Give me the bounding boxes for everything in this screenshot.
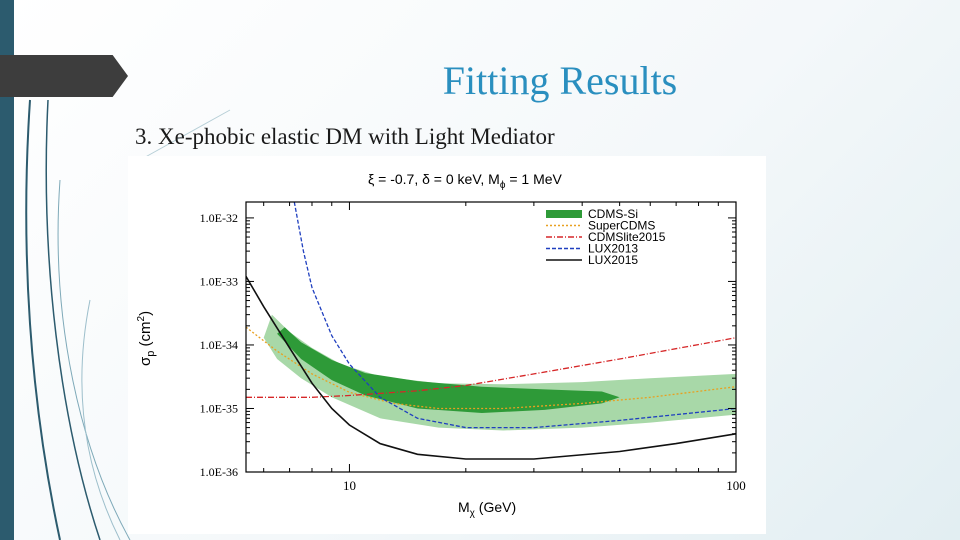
series-supercdms bbox=[246, 326, 736, 410]
y-tick-label: 1.0E-34 bbox=[200, 338, 238, 352]
slide-subtitle: 3. Xe-phobic elastic DM with Light Media… bbox=[135, 124, 555, 149]
legend-label: CDMS-Si bbox=[588, 207, 638, 221]
chart-legend: CDMS-SiSuperCDMSCDMSlite2015LUX2013LUX20… bbox=[546, 207, 666, 267]
x-tick-label: 100 bbox=[726, 478, 746, 493]
band-cdms-si-inner bbox=[277, 327, 620, 413]
plot-frame bbox=[245, 201, 737, 473]
decorative-lines bbox=[25, 99, 231, 540]
bands-layer bbox=[263, 314, 736, 431]
legend-label: LUX2015 bbox=[588, 253, 638, 267]
y-tick-label: 1.0E-35 bbox=[200, 401, 238, 415]
ticks-layer: 1.0E-32 1.0E-33 1.0E-34 1.0E-35 1.0E-36 10 100 bbox=[200, 202, 746, 493]
y-tick-label: 1.0E-32 bbox=[200, 211, 238, 225]
title-tab-decoration bbox=[0, 55, 128, 97]
y-axis-label: σp (cm2) bbox=[136, 311, 157, 366]
left-accent-strip bbox=[0, 0, 14, 540]
chart-figure: 1.0E-32 1.0E-33 1.0E-34 1.0E-35 1.0E-36 10 100… bbox=[128, 156, 766, 534]
band-cdms-si-outer bbox=[263, 314, 736, 431]
y-tick-label: 1.0E-33 bbox=[200, 274, 238, 288]
chart-svg: 1.0E-32 1.0E-33 1.0E-34 1.0E-35 1.0E-36 10 100… bbox=[136, 171, 746, 519]
x-axis-label: Mχ (GeV) bbox=[458, 499, 516, 519]
chart-title: ξ = -0.7, δ = 0 keV, Mϕ = 1 MeV bbox=[368, 171, 563, 191]
slide-title: Fitting Results bbox=[442, 58, 678, 103]
legend-symbol bbox=[546, 210, 582, 218]
legend-label: CDMSlite2015 bbox=[588, 230, 666, 244]
series-lux2013 bbox=[293, 202, 736, 429]
series-lux2015 bbox=[246, 275, 736, 460]
legend-label: LUX2013 bbox=[588, 242, 638, 256]
series-layer bbox=[246, 202, 736, 460]
y-tick-label: 1.0E-36 bbox=[200, 465, 238, 479]
legend-label: SuperCDMS bbox=[588, 219, 655, 233]
x-tick-label: 10 bbox=[343, 478, 356, 493]
